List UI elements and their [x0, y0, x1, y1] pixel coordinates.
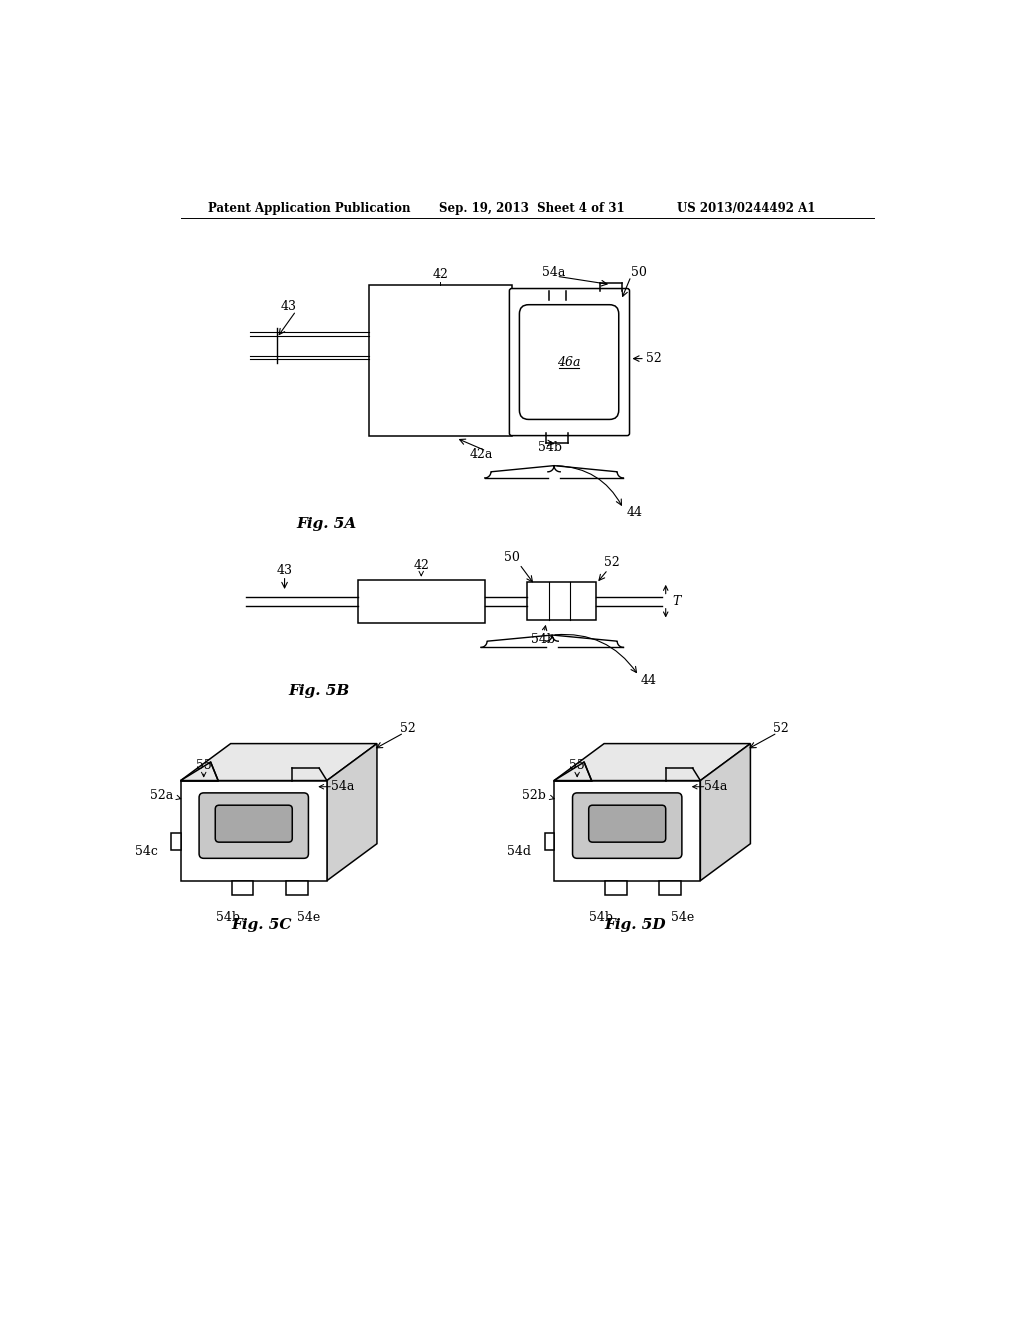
Text: 52b: 52b [522, 789, 547, 803]
Polygon shape [659, 880, 681, 895]
Text: 54a: 54a [543, 265, 565, 279]
Text: 44: 44 [641, 675, 656, 686]
Text: US 2013/0244492 A1: US 2013/0244492 A1 [677, 202, 816, 215]
Polygon shape [231, 880, 253, 895]
Text: 44: 44 [627, 506, 643, 519]
Text: Fig. 5B: Fig. 5B [289, 684, 350, 698]
Text: 54b: 54b [216, 911, 240, 924]
Polygon shape [180, 762, 218, 780]
Text: 42: 42 [414, 560, 429, 573]
Text: 54c: 54c [134, 845, 158, 858]
Text: 46a: 46a [557, 355, 581, 368]
Polygon shape [286, 880, 307, 895]
Text: 52: 52 [773, 722, 790, 735]
Polygon shape [327, 743, 377, 880]
Text: 54e: 54e [671, 911, 694, 924]
Text: Patent Application Publication: Patent Application Publication [208, 202, 410, 215]
Polygon shape [180, 780, 327, 880]
FancyBboxPatch shape [589, 805, 666, 842]
Polygon shape [554, 780, 700, 880]
Text: 50: 50 [504, 550, 519, 564]
Text: 54b: 54b [590, 911, 613, 924]
Text: 50: 50 [631, 265, 647, 279]
Text: 55: 55 [196, 759, 212, 772]
FancyBboxPatch shape [572, 793, 682, 858]
Text: Fig. 5C: Fig. 5C [231, 919, 292, 932]
Text: T: T [673, 594, 681, 607]
Text: 43: 43 [276, 564, 293, 577]
Text: 42a: 42a [469, 449, 493, 462]
Text: 52: 52 [604, 556, 620, 569]
FancyBboxPatch shape [199, 793, 308, 858]
Polygon shape [554, 743, 751, 780]
Text: 54b: 54b [539, 441, 562, 454]
Text: Fig. 5D: Fig. 5D [604, 919, 666, 932]
Text: 52: 52 [400, 722, 416, 735]
FancyBboxPatch shape [519, 305, 618, 420]
FancyBboxPatch shape [509, 289, 630, 436]
Polygon shape [605, 880, 627, 895]
Bar [370, 285, 512, 436]
Text: 52a: 52a [150, 789, 173, 803]
Text: 43: 43 [281, 300, 296, 313]
Polygon shape [171, 833, 180, 850]
Text: 42: 42 [432, 268, 449, 281]
Text: 54b: 54b [530, 634, 555, 647]
Bar [527, 582, 596, 620]
Text: 54d: 54d [507, 845, 531, 858]
Text: 55: 55 [569, 759, 585, 772]
Text: 54a: 54a [331, 780, 354, 793]
Text: 54e: 54e [297, 911, 321, 924]
Text: Sep. 19, 2013  Sheet 4 of 31: Sep. 19, 2013 Sheet 4 of 31 [438, 202, 625, 215]
FancyBboxPatch shape [215, 805, 292, 842]
Bar [357, 579, 484, 623]
Polygon shape [700, 743, 751, 880]
Text: 52: 52 [646, 352, 663, 366]
Polygon shape [545, 833, 554, 850]
Polygon shape [180, 743, 377, 780]
Bar [550, 290, 566, 300]
Polygon shape [554, 762, 592, 780]
Text: 54a: 54a [705, 780, 727, 793]
Text: Fig. 5A: Fig. 5A [297, 517, 357, 531]
